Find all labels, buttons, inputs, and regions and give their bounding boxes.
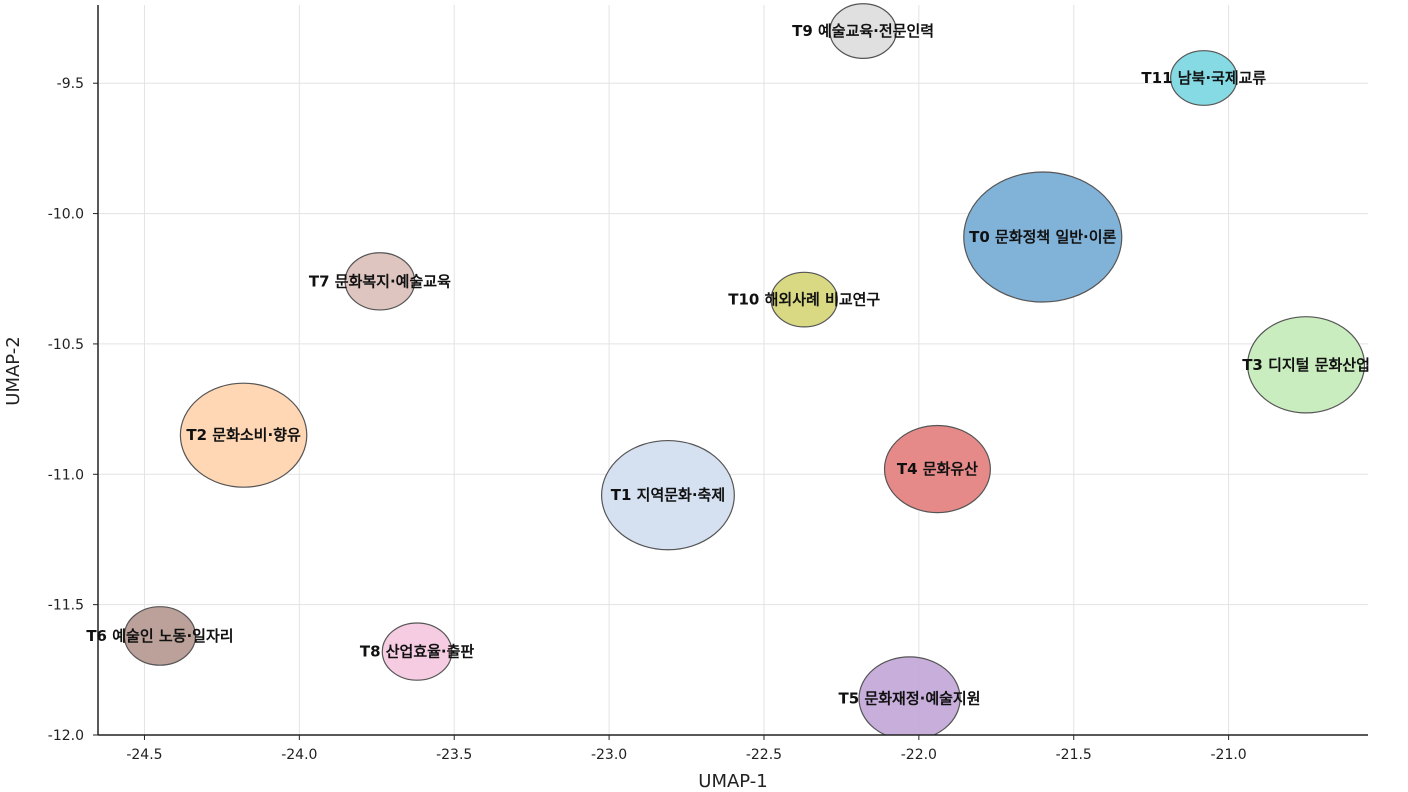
bubble: [963, 171, 1123, 303]
x-tick-label: -21.0: [1210, 747, 1246, 763]
x-tick-label: -24.5: [126, 747, 162, 763]
bubble: [858, 656, 961, 735]
y-tick-label: -12.0: [48, 728, 84, 744]
bubble-label: T1 지역문화·축제: [611, 486, 725, 504]
bubble-label: T5 문화재정·예술지원: [839, 690, 981, 708]
y-tick-label: -11.5: [48, 598, 84, 614]
bubble: [829, 3, 897, 59]
x-axis-title: UMAP-1: [698, 771, 767, 792]
bubble: [1170, 50, 1238, 106]
grid-lines: [98, 5, 1368, 736]
bubble: [123, 606, 197, 666]
x-tick-label: -22.5: [746, 747, 782, 763]
bubble-labels: T0 문화정책 일반·이론 T1 지역문화·축제 T2 문화소비·향유 T3 디지털 …: [86, 22, 1370, 707]
bubbles: [123, 3, 1366, 735]
y-tick-label: -10.5: [48, 337, 84, 353]
bubble-label: T0 문화정책 일반·이론: [969, 228, 1116, 246]
bubble-label: T9 예술교육·전문인력: [792, 22, 934, 40]
y-tick-label: -11.0: [48, 467, 84, 483]
bubble-label: T6 예술인 노동·일자리: [86, 627, 233, 645]
bubble: [883, 424, 991, 514]
y-axis-title: UMAP-2: [3, 336, 24, 405]
bubble-label: T7 문화복지·예술교육: [309, 272, 451, 290]
x-tick-label: -23.0: [591, 747, 627, 763]
x-tick-label: -24.0: [281, 747, 317, 763]
bubble-label: T8 산업효율·출판: [360, 643, 475, 661]
y-tick-label: -9.5: [57, 76, 84, 92]
bubble: [344, 252, 416, 311]
axes: -24.5 -24.0 -23.5 -23.0 -22.5 -22.0 -21.5 -21.0…: [48, 5, 1368, 763]
bubble-label: T10 해외사례 비교연구: [728, 291, 880, 309]
bubble: [381, 622, 453, 681]
bubble: [600, 439, 735, 551]
bubble-label: T4 문화유산: [897, 460, 978, 478]
bubble: [1246, 316, 1366, 414]
bubble: [179, 382, 308, 488]
bubble: [770, 271, 839, 328]
bubble-label: T11 남북·국제교류: [1141, 69, 1266, 87]
bubble-label: T3 디지털 문화산업: [1242, 356, 1370, 374]
x-tick-label: -23.5: [436, 747, 472, 763]
bubble-label: T2 문화소비·향유: [186, 426, 301, 444]
x-tick-label: -22.0: [901, 747, 937, 763]
y-tick-label: -10.0: [48, 207, 84, 223]
x-tick-label: -21.5: [1056, 747, 1092, 763]
